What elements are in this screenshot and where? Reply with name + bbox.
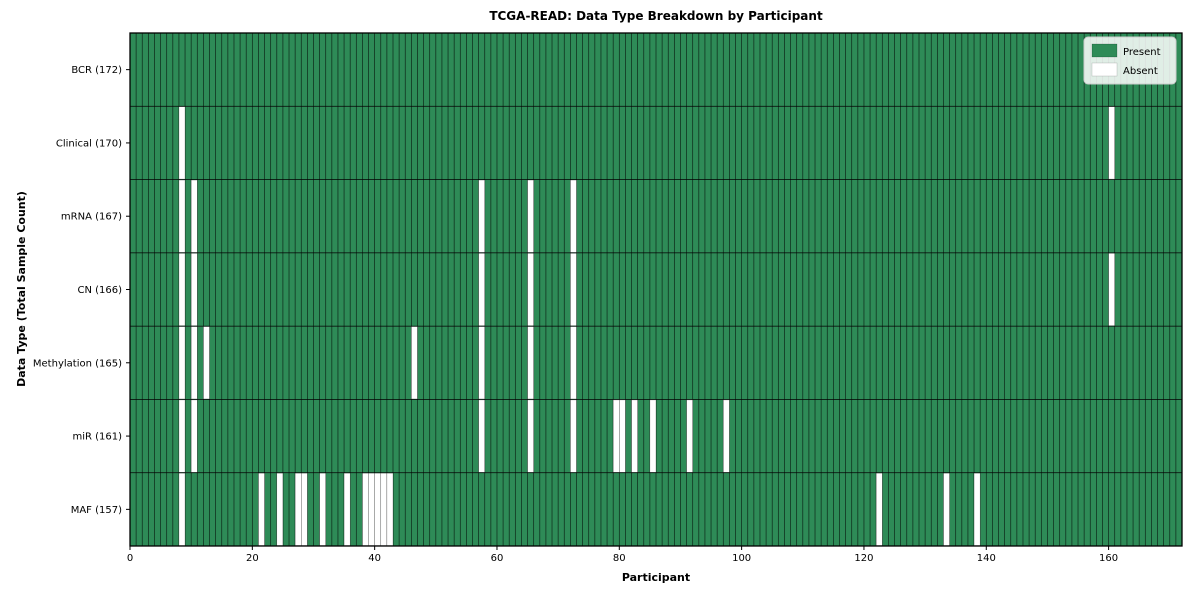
y-tick-label: mRNA (167)	[61, 212, 122, 223]
absent-cell	[570, 399, 577, 473]
absent-cell	[411, 326, 418, 400]
absent-cell	[380, 472, 388, 546]
absent-cell	[178, 179, 186, 253]
x-tick-label: 100	[732, 553, 751, 564]
absent-cell	[478, 179, 485, 253]
absent-cell	[527, 179, 534, 253]
absent-cell	[178, 106, 186, 180]
legend-swatch-present	[1091, 43, 1118, 58]
absent-cell	[1108, 106, 1115, 180]
legend-swatch-absent	[1091, 62, 1118, 77]
absent-cell	[527, 326, 534, 400]
absent-cell	[190, 179, 198, 253]
absent-cell	[190, 399, 198, 473]
absent-cell	[619, 399, 626, 473]
x-tick-label: 120	[854, 553, 873, 564]
absent-cell	[570, 179, 577, 253]
absent-cell	[178, 326, 186, 400]
y-tick-label: MAF (157)	[71, 505, 122, 516]
axes-and-ticks: 0 20 40 60 80 100 120 140 160 BCR (172) Clinical (…	[33, 32, 1183, 564]
x-tick-label: 160	[1099, 553, 1118, 564]
absent-cell	[319, 472, 326, 546]
absent-cell	[258, 472, 265, 546]
x-tick-label: 60	[491, 553, 504, 564]
absent-cell	[374, 472, 382, 546]
legend-label-absent: Absent	[1123, 66, 1158, 77]
absent-cell	[686, 399, 693, 473]
y-axis-label: Data Type (Total Sample Count)	[15, 191, 28, 387]
chart-title: TCGA-READ: Data Type Breakdown by Partic…	[489, 9, 823, 23]
absent-cell	[527, 253, 534, 326]
y-tick-label: miR (161)	[72, 432, 122, 443]
x-tick-label: 40	[368, 553, 381, 564]
absent-cell	[368, 472, 375, 546]
legend: Present Absent	[1083, 36, 1177, 85]
heatmap-gridlines	[129, 32, 1183, 547]
x-tick-label: 20	[246, 553, 259, 564]
absent-cell	[203, 326, 210, 400]
absent-cell	[631, 399, 638, 473]
y-tick-label: CN (166)	[77, 285, 122, 296]
y-tick-label: Clinical (170)	[56, 138, 122, 149]
absent-cell	[178, 472, 186, 546]
y-tick-label: BCR (172)	[71, 65, 122, 76]
absent-cell	[943, 472, 950, 546]
legend-label-present: Present	[1123, 47, 1161, 58]
x-tick-label: 140	[977, 553, 996, 564]
absent-cell	[612, 399, 620, 473]
absent-cell	[478, 253, 485, 326]
absent-cell	[649, 399, 657, 473]
absent-cell	[190, 326, 198, 400]
absent-cell	[178, 253, 186, 326]
absent-cell	[190, 253, 198, 326]
absent-cell	[527, 399, 534, 473]
absent-cell	[570, 253, 577, 326]
absent-cell	[478, 399, 485, 473]
absent-cell	[362, 472, 369, 546]
y-tick-label: Methylation (165)	[33, 358, 122, 369]
absent-cell	[478, 326, 485, 400]
absent-cells	[178, 106, 1115, 546]
absent-cell	[386, 472, 394, 546]
absent-cell	[973, 472, 981, 546]
absent-cell	[276, 472, 284, 546]
x-tick-label: 0	[127, 553, 133, 564]
absent-cell	[343, 472, 351, 546]
absent-cell	[178, 399, 186, 473]
absent-cell	[723, 399, 730, 473]
x-axis-label: Participant	[622, 571, 690, 584]
x-tick-label: 80	[613, 553, 626, 564]
absent-cell	[301, 472, 308, 546]
absent-cell	[570, 326, 577, 400]
absent-cell	[875, 472, 883, 546]
absent-cell	[294, 472, 302, 546]
absent-cell	[1108, 253, 1115, 326]
